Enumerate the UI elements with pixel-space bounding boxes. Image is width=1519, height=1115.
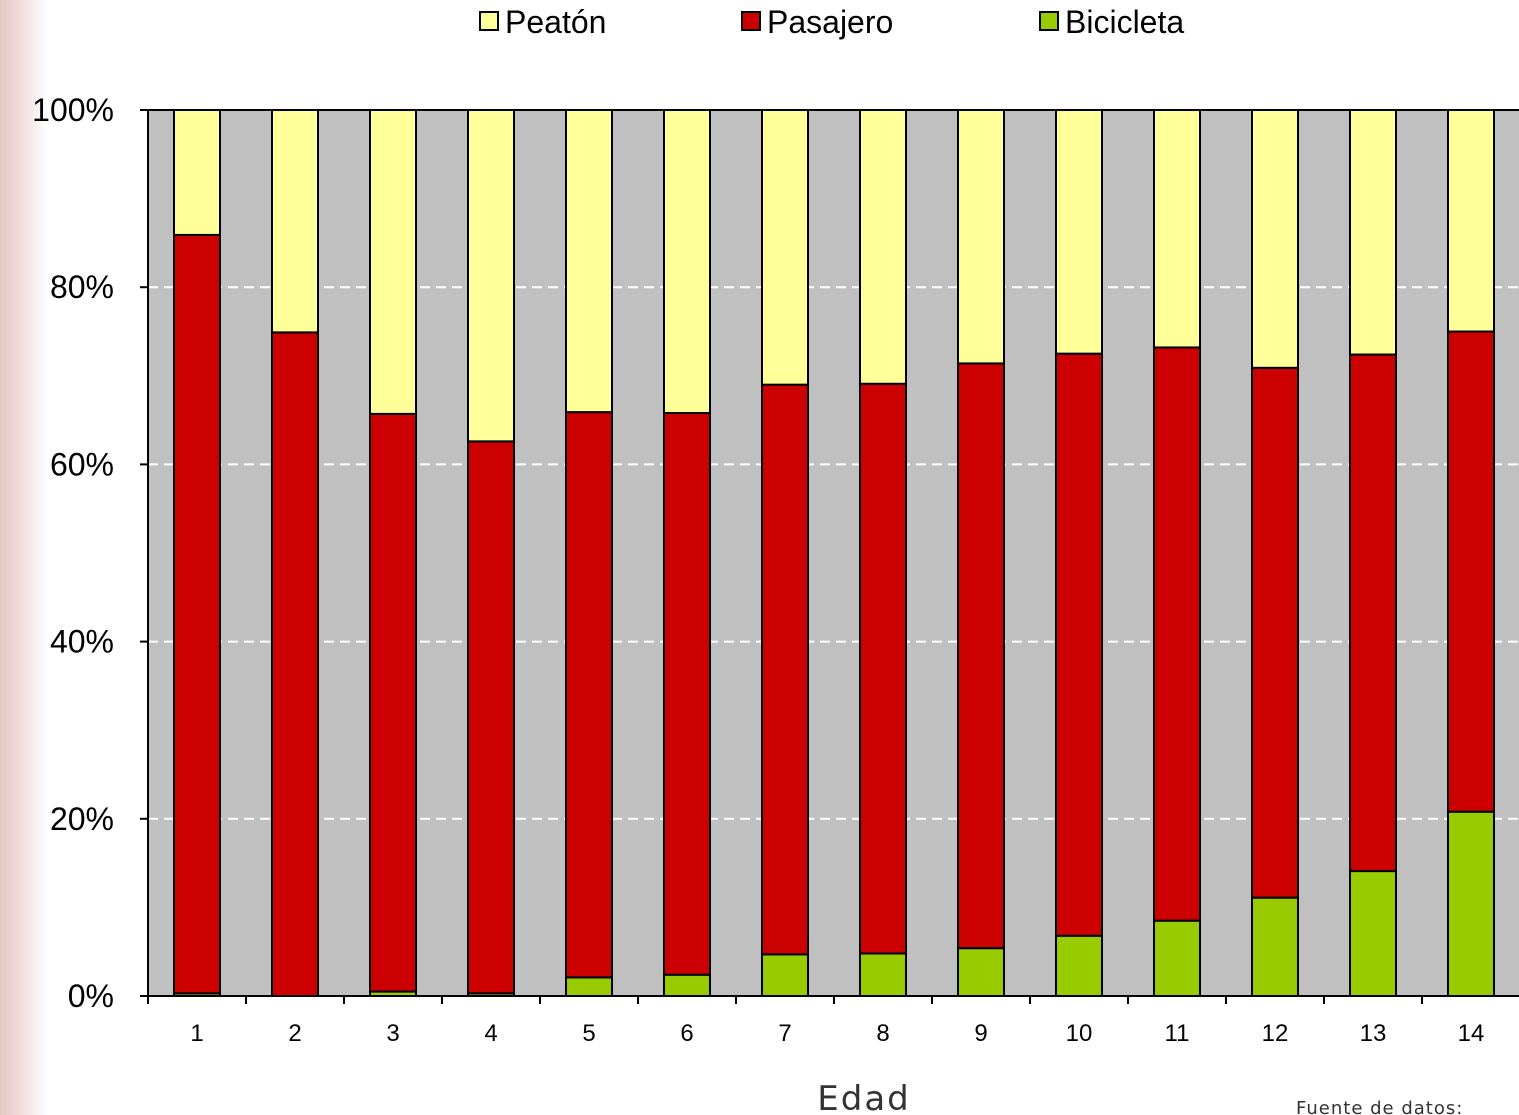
bar-pasajero-9 [957,362,1005,950]
bar-pasajero-3 [369,412,417,993]
legend-label-pasajero: Pasajero [767,4,893,40]
x-tick-label: 9 [974,1020,987,1047]
legend-label-peat-n: Peatón [505,4,606,40]
bar-bicicleta-13 [1349,870,1397,997]
decorative-side-band [0,0,48,1115]
x-tick-label: 13 [1360,1020,1387,1047]
x-tick-label: 1 [190,1020,203,1047]
bar-pasajero-13 [1349,353,1397,873]
bar-peat-n-7 [761,109,809,386]
axes: 0%20%40%60%80%100%1 2 3 4 5 6 7 8 9 10 11 12 13 14 [32,92,1519,1047]
bar-peat-n-9 [957,109,1005,365]
x-tick-label: 8 [876,1020,889,1047]
y-tick-label: 80% [50,269,114,305]
bar-pasajero-2 [271,331,319,997]
bar-pasajero-8 [859,382,907,955]
x-tick-label: 5 [582,1020,595,1047]
bar-peat-n-5 [565,109,613,414]
x-tick-label: 14 [1458,1020,1485,1047]
bar-peat-n-8 [859,109,907,385]
x-tick-label: 12 [1262,1020,1289,1047]
bar-peat-n-4 [467,109,515,443]
bar-pasajero-6 [663,412,711,976]
x-tick-label: 11 [1165,1020,1190,1047]
bar-pasajero-1 [173,233,221,995]
bar-peat-n-6 [663,109,711,415]
bar-peat-n-1 [173,109,221,236]
bar-peat-n-2 [271,109,319,334]
y-tick-label: 60% [50,446,114,482]
x-axis-title: Edad [817,1079,910,1115]
x-tick-label: 2 [288,1020,301,1047]
bar-bicicleta-7 [761,953,809,997]
legend-swatch-peat-n [479,11,499,31]
bar-pasajero-14 [1447,330,1495,813]
x-tick-label: 10 [1066,1020,1093,1047]
bar-bicicleta-8 [859,952,907,997]
bar-pasajero-11 [1153,346,1201,922]
bar-bicicleta-11 [1153,919,1201,997]
bar-peat-n-11 [1153,109,1201,349]
bar-bicicleta-6 [663,973,711,998]
bar-pasajero-10 [1055,352,1103,937]
legend: Peatón Pasajero Bicicleta [479,4,1184,40]
bar-pasajero-5 [565,411,613,979]
y-tick-label: 20% [50,801,114,837]
x-tick-label: 4 [484,1020,497,1047]
legend-label-bicicleta: Bicicleta [1065,4,1184,40]
legend-swatch-pasajero [741,11,761,31]
legend-swatch-bicicleta [1039,11,1059,31]
bar-pasajero-12 [1251,366,1299,899]
bar-bicicleta-9 [957,947,1005,998]
bar-pasajero-4 [467,440,515,995]
bar-peat-n-12 [1251,109,1299,369]
bar-pasajero-7 [761,383,809,956]
bar-bicicleta-10 [1055,934,1103,998]
x-tick-label: 7 [778,1020,791,1047]
x-tick-label: 3 [386,1020,399,1047]
bar-bicicleta-12 [1251,896,1299,997]
bar-bicicleta-5 [565,976,613,997]
bar-bicicleta-14 [1447,810,1495,997]
bar-peat-n-14 [1447,109,1495,333]
y-tick-label: 0% [68,978,114,1014]
bar-peat-n-13 [1349,109,1397,356]
x-tick-label: 6 [680,1020,693,1047]
plot-area [148,110,1519,996]
source-note: Fuente de datos: [1296,1098,1464,1115]
y-tick-label: 40% [50,624,114,660]
y-tick-label: 100% [32,92,114,128]
bar-peat-n-10 [1055,109,1103,355]
bar-peat-n-3 [369,109,417,415]
